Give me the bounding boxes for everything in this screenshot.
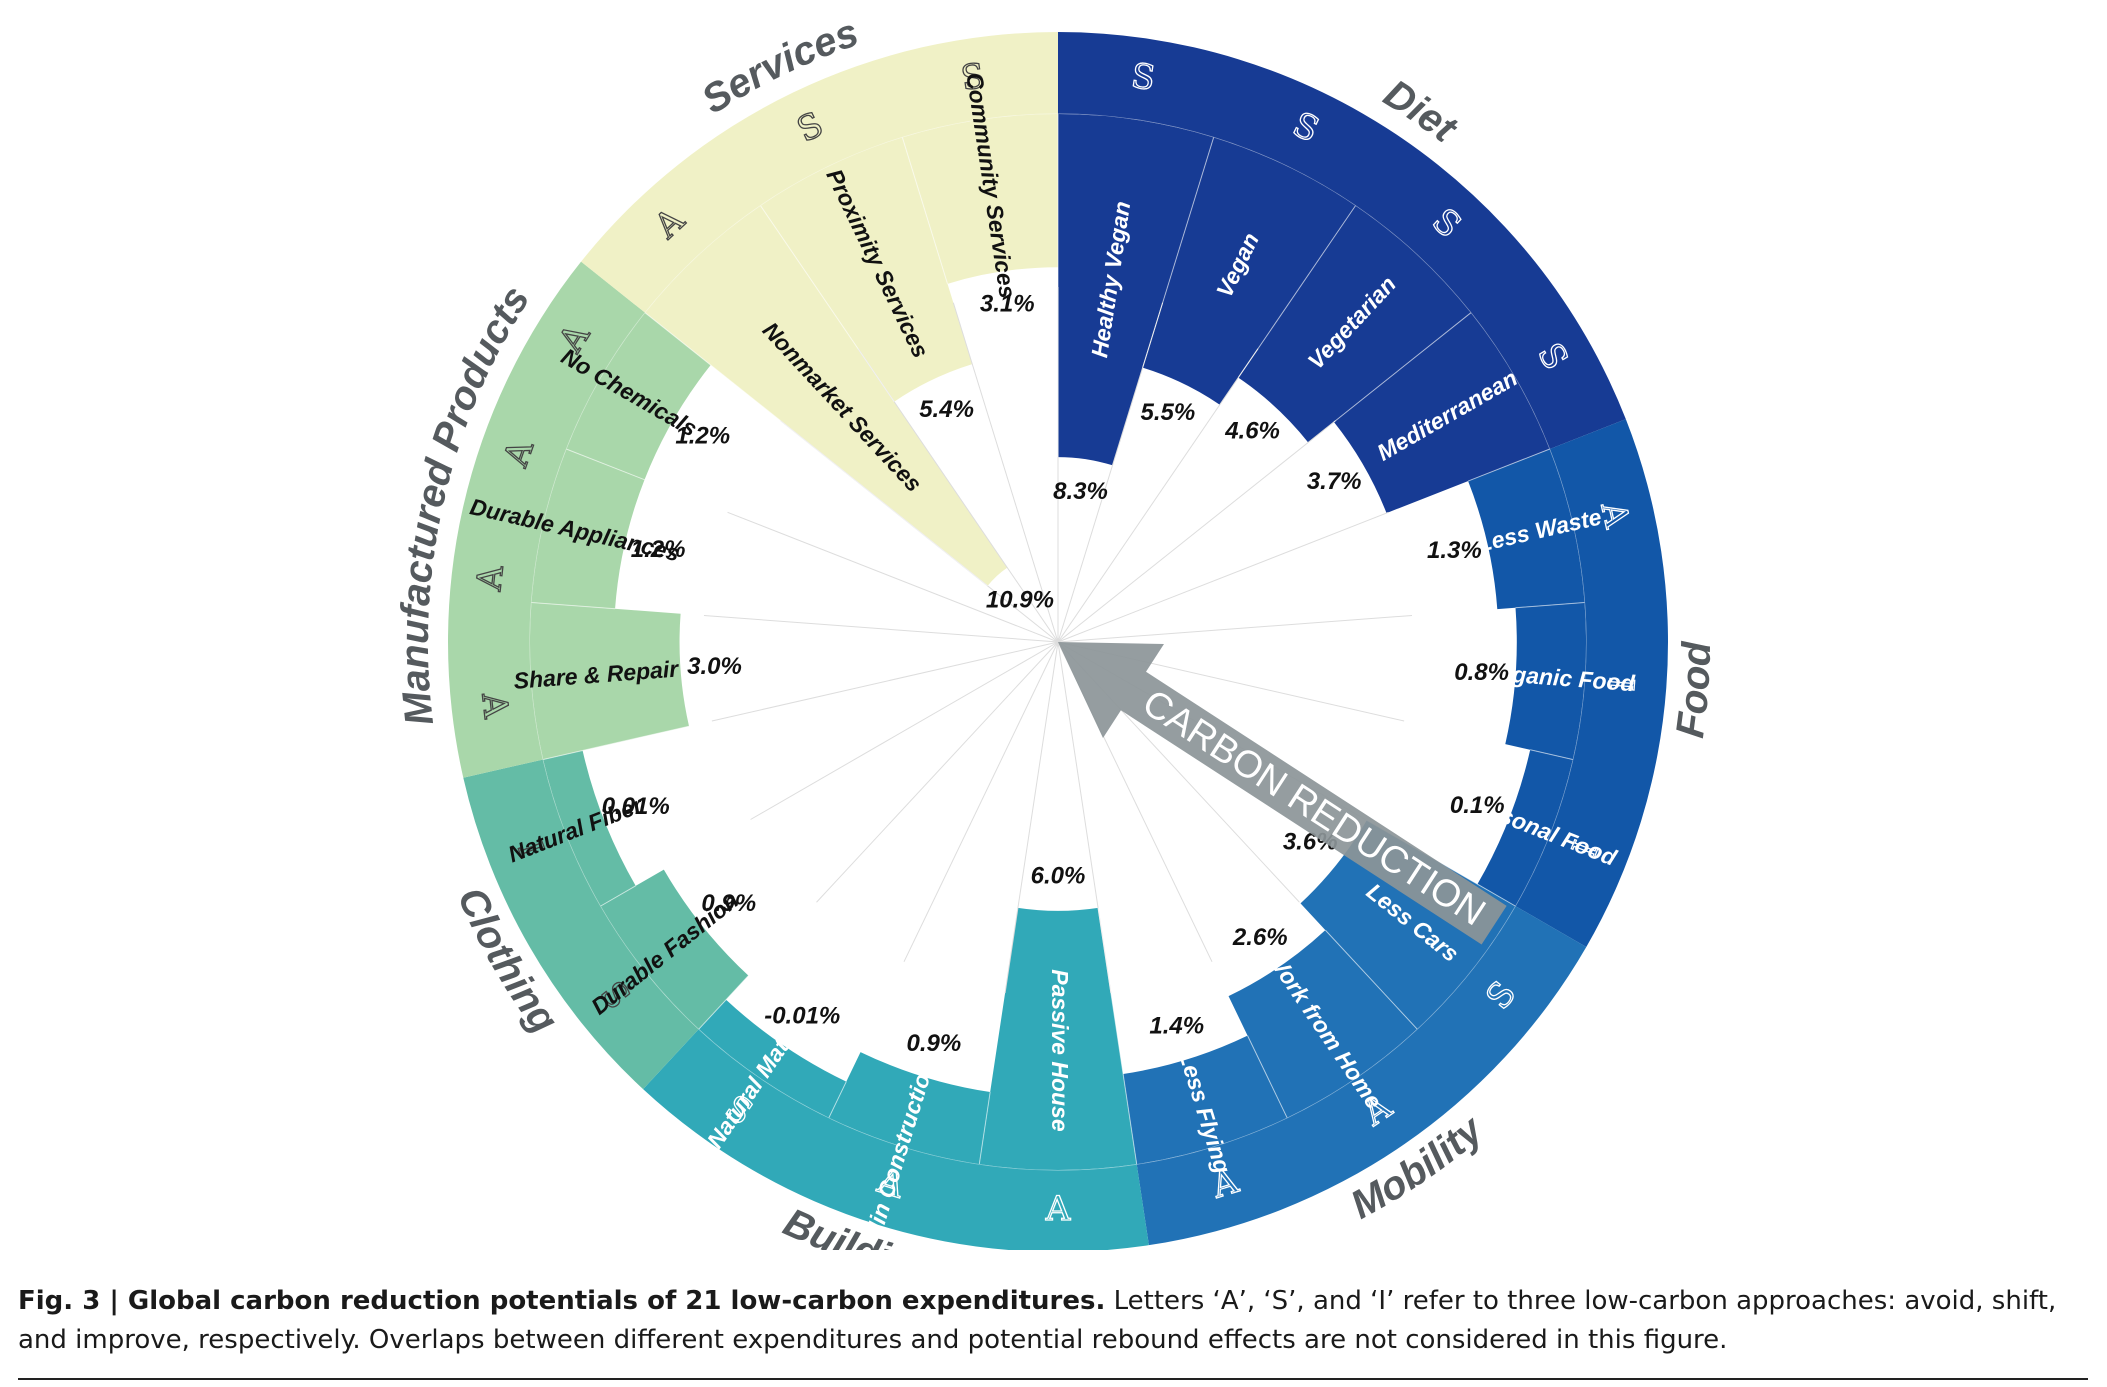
ring-line-manufactured-products bbox=[529, 312, 646, 760]
band-services bbox=[581, 32, 1058, 313]
item-separator bbox=[600, 885, 636, 907]
item-separator bbox=[644, 312, 988, 587]
value-label-seasonal-food: 0.1% bbox=[1450, 792, 1505, 819]
item-separator bbox=[1142, 137, 1215, 368]
guide-line bbox=[711, 641, 1059, 722]
item-separator bbox=[1515, 602, 1585, 609]
figure-caption: Fig. 3 | Global carbon reduction potenti… bbox=[18, 1282, 2088, 1360]
bar-less-flying bbox=[1123, 1035, 1288, 1165]
item-separator bbox=[543, 725, 690, 760]
bar-vegan bbox=[1142, 137, 1356, 405]
category-label-food: Food bbox=[1668, 640, 1719, 741]
value-label-durable-appliances: 1.2% bbox=[631, 536, 686, 563]
bar-passive-house bbox=[979, 907, 1137, 1170]
item-separator bbox=[1530, 749, 1573, 760]
caption-title: Fig. 3 | Global carbon reduction potenti… bbox=[18, 1286, 1106, 1316]
item-separator bbox=[901, 137, 949, 284]
guide-line bbox=[703, 614, 1059, 643]
value-label-natural-fiber: 0.01% bbox=[602, 793, 670, 820]
bar-organic-food bbox=[1505, 602, 1586, 760]
bar-durable-fashion bbox=[600, 869, 749, 1030]
bar-work-from-home bbox=[1228, 930, 1418, 1118]
bar-seasonal-food bbox=[1477, 749, 1573, 906]
value-label-less-flying: 1.4% bbox=[1149, 1012, 1204, 1039]
guide-line bbox=[1057, 348, 1259, 643]
bar-healthy-vegan bbox=[1058, 114, 1214, 466]
guide-line bbox=[816, 641, 1059, 903]
item-separator bbox=[760, 205, 895, 402]
guide-line bbox=[1004, 641, 1059, 994]
item-separator bbox=[531, 602, 616, 610]
item-separator bbox=[1097, 907, 1138, 1165]
bar-less-waste bbox=[1468, 449, 1585, 610]
band-mobility bbox=[1136, 906, 1587, 1246]
item-separator bbox=[566, 448, 645, 481]
value-label-mediterranean: 3.7% bbox=[1307, 468, 1362, 495]
value-label-vegan: 5.5% bbox=[1140, 399, 1195, 426]
value-label-share-repair: 3.0% bbox=[687, 653, 742, 680]
value-label-healthy-vegan: 8.3% bbox=[1053, 478, 1108, 505]
item-separator bbox=[1324, 929, 1418, 1030]
bar-min-construction-work bbox=[828, 1052, 991, 1165]
item-separator bbox=[698, 975, 749, 1030]
approach-letter-manufactured-products: A bbox=[473, 690, 516, 720]
bar-community-services bbox=[902, 114, 1058, 284]
bar-natural-fiber bbox=[543, 750, 636, 906]
carbon-reduction-arrow: CARBON REDUCTION bbox=[1058, 642, 1507, 945]
arrow-shape bbox=[1058, 642, 1507, 945]
guide-line bbox=[1057, 511, 1389, 643]
value-label-nonmarket-services: 10.9% bbox=[986, 586, 1054, 613]
item-separator bbox=[1467, 448, 1550, 482]
bar-durable-appliances bbox=[531, 449, 645, 609]
guide-line bbox=[1057, 614, 1413, 643]
value-label-organic-food: 0.8% bbox=[1454, 659, 1509, 686]
value-label-min-construction-work: 0.9% bbox=[907, 1030, 962, 1057]
bar-mediterranean bbox=[1333, 312, 1550, 514]
value-label-work-from-home: 2.6% bbox=[1232, 924, 1288, 951]
value-label-passive-house: 6.0% bbox=[1031, 862, 1086, 889]
item-separator bbox=[828, 1081, 847, 1118]
band-diet bbox=[1058, 32, 1626, 450]
caption-divider bbox=[18, 1378, 2088, 1380]
bar-share-repair bbox=[530, 602, 690, 760]
guide-line bbox=[750, 641, 1059, 820]
band-buildings bbox=[643, 1029, 1149, 1250]
guide-line bbox=[727, 511, 1059, 643]
approach-letter-buildings: A bbox=[1045, 1189, 1071, 1229]
bar-vegetarian bbox=[1238, 205, 1471, 443]
value-label-less-waste: 1.3% bbox=[1427, 537, 1482, 564]
approach-letter-food: I bbox=[1603, 676, 1644, 692]
item-separator bbox=[1247, 1035, 1288, 1118]
band-clothing bbox=[463, 759, 699, 1090]
item-label-passive-house: Passive House bbox=[1047, 969, 1073, 1132]
bar-proximity-services bbox=[760, 137, 973, 402]
value-label-community-services: 3.1% bbox=[980, 290, 1035, 317]
value-label-natural-materials: -0.01% bbox=[764, 1002, 840, 1029]
value-label-proximity-services: 5.4% bbox=[919, 396, 974, 423]
bar-less-cars bbox=[1300, 820, 1516, 1030]
value-label-no-chemicals: 1.2% bbox=[675, 422, 730, 449]
bar-nonmarket-services bbox=[645, 205, 1008, 586]
item-separator bbox=[978, 1091, 991, 1165]
guide-line bbox=[1057, 420, 1336, 643]
bar-natural-materials bbox=[698, 999, 847, 1118]
approach-letter-manufactured-products: A bbox=[469, 563, 512, 593]
item-separator bbox=[1333, 312, 1472, 423]
value-label-vegetarian: 4.6% bbox=[1224, 418, 1280, 445]
guide-line bbox=[952, 302, 1059, 643]
band-food bbox=[1515, 419, 1668, 947]
caption-text: Letters ‘A’, ‘S’, and ‘I’ refer to three… bbox=[18, 1286, 2057, 1355]
bar-no-chemicals bbox=[566, 312, 711, 480]
item-separator bbox=[1237, 205, 1356, 378]
value-label-durable-fashion: 0.9% bbox=[701, 890, 756, 917]
guide-line bbox=[903, 641, 1059, 963]
band-manufactured-products bbox=[448, 261, 646, 778]
